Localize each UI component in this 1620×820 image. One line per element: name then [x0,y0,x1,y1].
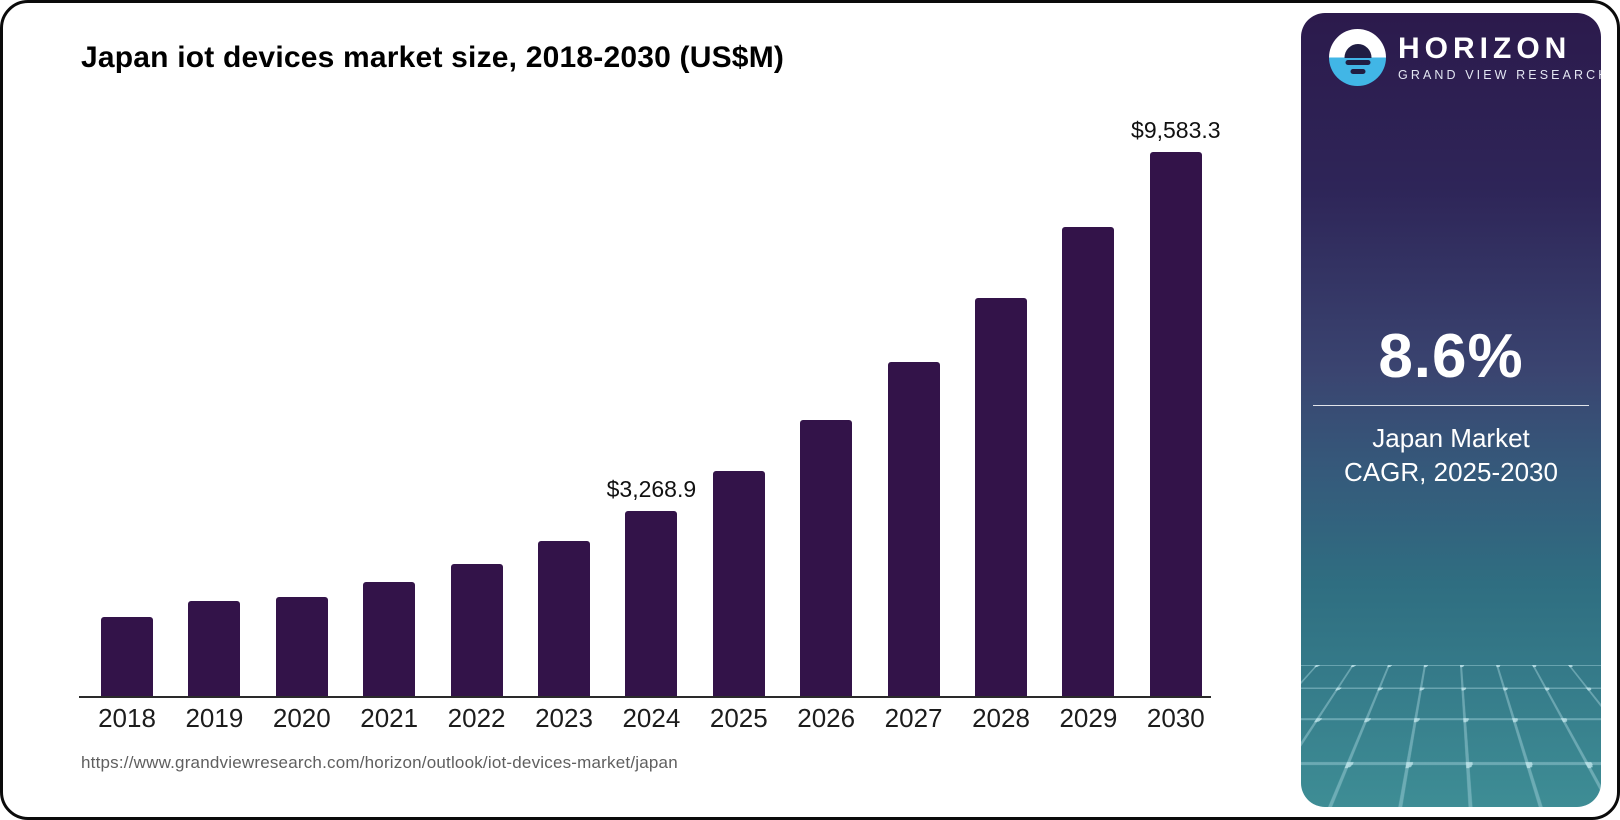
chart-title: Japan iot devices market size, 2018-2030… [81,41,785,74]
bar-value-label-2024: $3,268.9 [606,476,697,502]
year-label-2024: 2024 [622,703,681,733]
bar-2027 [887,362,940,697]
bar-2024 [625,511,678,697]
year-label-2027: 2027 [884,703,943,733]
year-label-2025: 2025 [709,703,768,733]
wireframe-mesh-decoration [1301,665,1601,807]
horizon-logo-icon [1329,29,1386,86]
x-axis-labels: 2018 2019 2020 2021 2022 2023 2024 2025 2026 2027… [79,703,1211,733]
x-axis-line [79,696,1211,698]
bar-2020 [275,597,328,697]
plot-area: $3,268.9 $9,583.3 [79,103,1221,697]
stat-divider [1313,405,1589,406]
year-label-2018: 2018 [98,703,156,733]
year-label-2020: 2020 [272,703,331,733]
source-url: https://www.grandviewresearch.com/horizo… [81,753,678,772]
stat-market-label: Japan Market [1372,423,1530,453]
ripple-icon [1345,59,1370,65]
bar-2025 [712,471,765,697]
brand-name: HORIZON [1398,31,1572,65]
bar-2021 [363,582,416,697]
year-label-2028: 2028 [972,703,1030,733]
year-label-2022: 2022 [447,703,506,733]
ripple-icon [1350,68,1365,74]
year-label-2021: 2021 [360,703,419,733]
stat-cagr-period: CAGR, 2025-2030 [1344,457,1558,487]
year-label-2019: 2019 [185,703,244,733]
brand-subtitle: GRAND VIEW RESEARCH [1398,68,1601,83]
bar-2023 [538,541,590,697]
bar-2029 [1062,227,1115,697]
bar-value-label-2030: $9,583.3 [1131,117,1221,143]
brand-logo-row: HORIZON GRAND VIEW RESEARCH [1329,29,1601,86]
year-label-2026: 2026 [797,703,856,733]
brand-wordmark: HORIZON GRAND VIEW RESEARCH [1398,33,1601,83]
bar-2026 [800,420,853,697]
bar-2028 [975,298,1027,697]
bar-2019 [188,601,241,697]
year-label-2023: 2023 [535,703,593,733]
sun-dome-icon [1344,43,1371,58]
bar-2018 [101,617,153,697]
year-label-2030: 2030 [1146,703,1205,733]
year-label-2029: 2029 [1059,703,1118,733]
bar-2022 [450,564,503,697]
brand-panel: HORIZON GRAND VIEW RESEARCH 8.6% Japan M… [1301,13,1601,807]
cagr-value: 8.6% [1378,322,1524,391]
bar-2030 [1149,152,1202,697]
